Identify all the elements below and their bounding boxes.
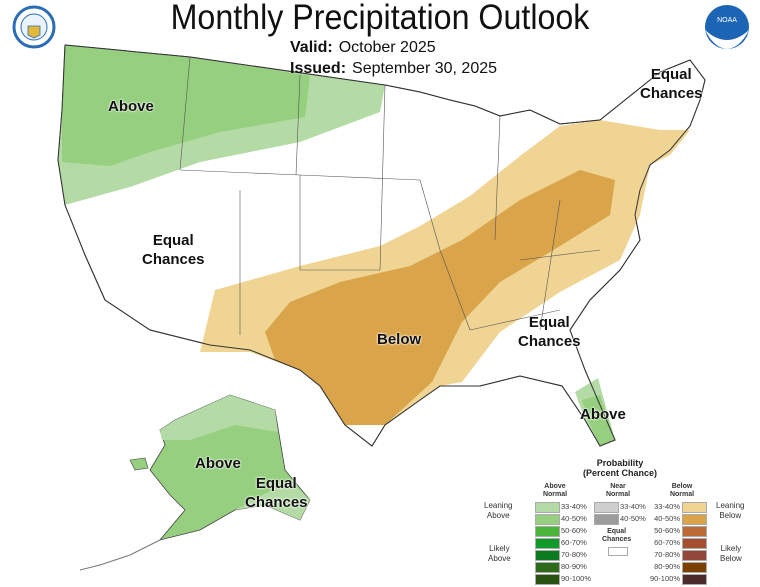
label-line: Chances (518, 333, 581, 350)
below-swatch (682, 550, 707, 561)
below-40-50 (265, 170, 615, 425)
above-swatch (535, 562, 560, 573)
above-swatch (535, 538, 560, 549)
alaska-above-33-40 (160, 395, 278, 440)
header-line: Normal (669, 491, 695, 498)
label-equal-west: Equal Chances (142, 231, 205, 269)
side-line: Above (486, 511, 510, 520)
valid-value: October 2025 (338, 39, 436, 56)
label-line: Chances (245, 494, 308, 511)
alaska (79, 394, 311, 571)
side-line: Chances (602, 536, 632, 543)
above-pct-label: 70-80% (561, 550, 587, 559)
near-swatch (594, 514, 619, 525)
header-line: Above (544, 483, 566, 490)
issued-label: Issued: (290, 60, 347, 77)
above-swatch (535, 550, 560, 561)
below-pct-label: 33-40% (654, 502, 680, 511)
above-pct-label: 60-70% (561, 538, 587, 547)
below-pct-label: 50-60% (654, 526, 680, 535)
side-line: Leaning (484, 501, 513, 510)
equal-chances-label: Equal Chances (602, 528, 631, 544)
above-pct-label: 50-60% (561, 526, 587, 535)
noaa-logo-text: NOAA (717, 17, 737, 24)
above-swatch (535, 574, 560, 585)
likely-above-label: Likely Above (488, 544, 511, 564)
near-pct-label: 33-40% (620, 502, 646, 511)
side-line: Above (488, 554, 511, 563)
state-lines (179, 56, 601, 335)
conus-border (57, 44, 706, 447)
below-pct-label: 40-50% (654, 514, 680, 523)
below-swatch (682, 538, 707, 549)
doc-seal-logo (12, 5, 56, 49)
issued-line: Issued: September 30, 2025 (290, 60, 497, 78)
above-pct-label: 90-100% (561, 574, 592, 583)
above-pct-label: 80-90% (561, 562, 587, 571)
below-pct-label: 70-80% (654, 550, 680, 559)
side-line: Below (720, 554, 742, 563)
below-swatch (682, 514, 707, 525)
header-line: Normal (542, 491, 568, 498)
side-line: Likely (720, 544, 742, 553)
above-pct-label: 40-50% (561, 514, 587, 523)
label-line: Equal (152, 232, 194, 249)
alaska-above-33-40-south (235, 480, 310, 520)
label-equal-ak: Equal Chances (245, 474, 308, 512)
header-line: Normal (605, 491, 631, 498)
valid-label: Valid: (290, 39, 333, 56)
near-swatch (594, 502, 619, 513)
label-equal-ne: Equal Chances (640, 65, 703, 103)
leaning-below-label: Leaning Below (716, 501, 744, 521)
below-swatch (682, 574, 707, 585)
near-pct-label: 40-50% (620, 514, 646, 523)
noaa-logo: NOAA (705, 5, 749, 49)
above-40-50-fl (582, 395, 615, 446)
label-equal-se: Equal Chances (518, 313, 581, 351)
below-normal-header: Below Normal (662, 483, 702, 499)
legend-title-line: Probability (596, 458, 644, 468)
above-swatch (535, 514, 560, 525)
aleutians (79, 539, 161, 571)
side-line: Leaning (716, 501, 745, 510)
alaska-island (129, 457, 149, 471)
near-normal-header: Near Normal (598, 483, 638, 499)
below-pct-label: 60-70% (654, 538, 680, 547)
below-swatch (682, 502, 707, 513)
above-swatch (535, 526, 560, 537)
label-above-ak: Above (195, 455, 241, 472)
label-line: Equal (255, 475, 297, 492)
likely-below-label: Likely Below (720, 544, 742, 564)
below-swatch (682, 562, 707, 573)
label-above-nw: Above (108, 98, 154, 115)
side-line: Below (719, 511, 742, 520)
valid-line: Valid: October 2025 (290, 39, 436, 57)
label-below-south: Below (377, 331, 422, 348)
label-above-fl: Above (580, 406, 626, 423)
leaning-above-label: Leaning Above (484, 501, 512, 521)
below-pct-label: 80-90% (654, 562, 680, 571)
issued-value: September 30, 2025 (352, 60, 498, 77)
below-swatch (682, 526, 707, 537)
side-line: Equal (607, 528, 627, 535)
label-line: Equal (650, 66, 692, 83)
above-normal-header: Above Normal (535, 483, 575, 499)
legend-title-line: (Percent Chance) (582, 468, 658, 478)
equal-chances-swatch (608, 547, 628, 556)
legend-title: Probability (Percent Chance) (480, 458, 760, 478)
label-line: Equal (528, 314, 570, 331)
page-title: Monthly Precipitation Outlook (170, 0, 590, 37)
conus (57, 44, 706, 447)
header-line: Near (610, 483, 626, 490)
header-line: Below (671, 483, 693, 490)
label-line: Chances (640, 85, 703, 102)
above-pct-label: 33-40% (561, 502, 587, 511)
below-pct-label: 90-100% (649, 574, 680, 583)
side-line: Likely (489, 544, 510, 553)
above-swatch (535, 502, 560, 513)
legend: Probability (Percent Chance) Above Normal … (480, 456, 760, 587)
label-line: Chances (142, 251, 205, 268)
